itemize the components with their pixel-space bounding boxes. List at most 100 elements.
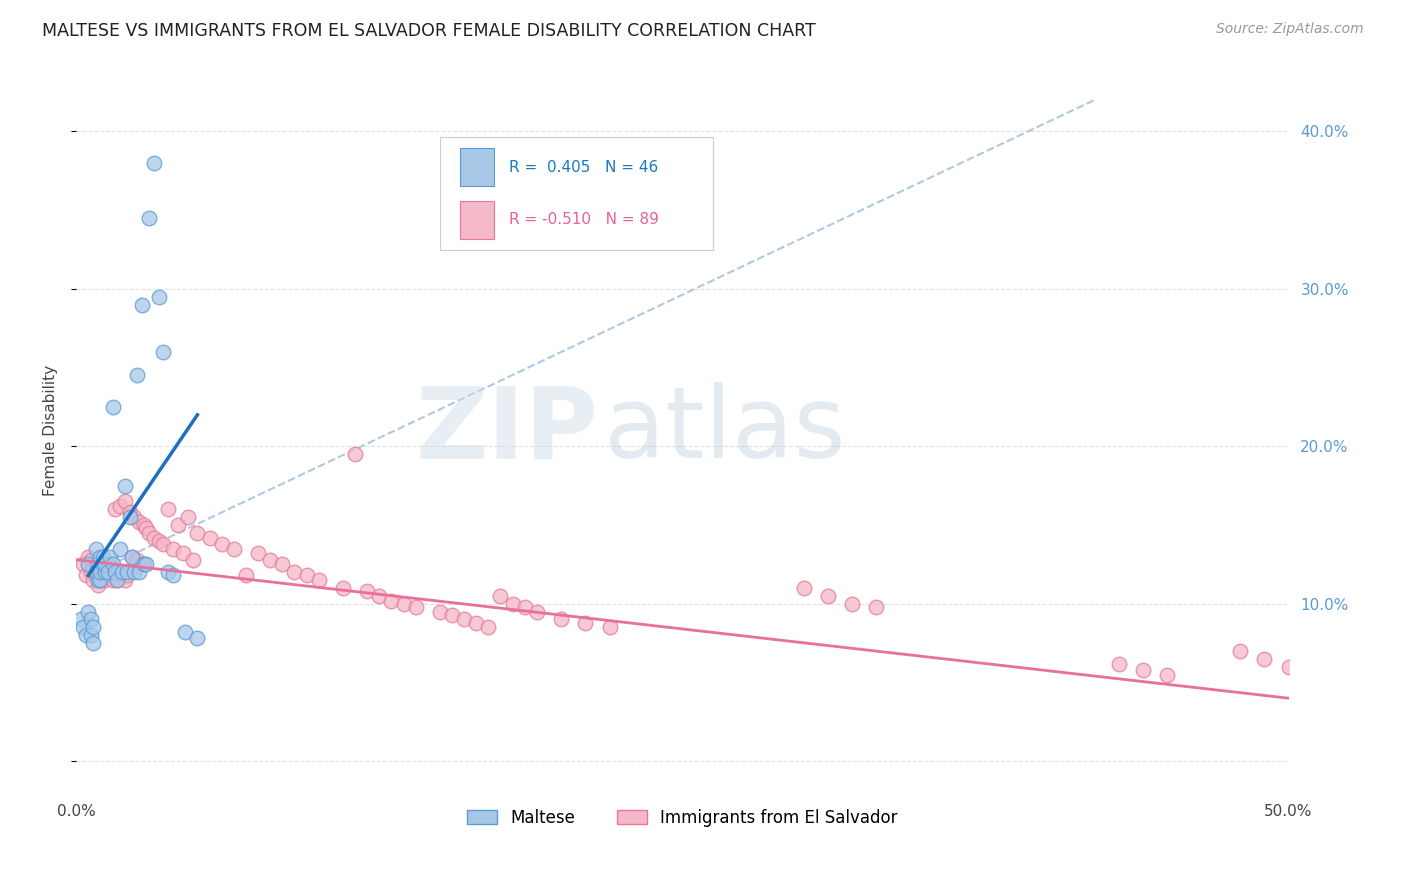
Point <box>181 552 204 566</box>
Point <box>865 599 887 614</box>
Point <box>157 566 180 580</box>
Point <box>247 546 270 560</box>
Point <box>72 558 94 572</box>
Point <box>131 298 153 312</box>
Point <box>108 568 131 582</box>
FancyBboxPatch shape <box>461 148 495 186</box>
Point <box>84 566 107 580</box>
Point <box>222 541 245 556</box>
Text: R = -0.510   N = 89: R = -0.510 N = 89 <box>509 212 659 227</box>
Point <box>405 599 427 614</box>
Point <box>295 568 318 582</box>
Point <box>128 566 150 580</box>
Point <box>97 566 120 580</box>
Point <box>1156 667 1178 681</box>
Point <box>152 344 174 359</box>
Point <box>465 615 488 630</box>
Point <box>75 568 97 582</box>
Point <box>271 558 294 572</box>
Point <box>332 581 354 595</box>
Point <box>89 573 111 587</box>
Point <box>87 578 110 592</box>
Point <box>80 552 103 566</box>
Point <box>793 581 815 595</box>
FancyBboxPatch shape <box>461 201 495 238</box>
Point <box>1277 659 1299 673</box>
Point <box>111 566 134 580</box>
Point <box>121 549 143 564</box>
Point <box>135 558 157 572</box>
Point <box>125 368 148 383</box>
Point <box>162 541 184 556</box>
Point <box>101 558 124 572</box>
Point <box>91 558 114 572</box>
Point <box>97 568 120 582</box>
Point <box>82 620 104 634</box>
Point <box>132 558 155 572</box>
Point <box>91 549 114 564</box>
Point <box>114 573 136 587</box>
Point <box>124 566 146 580</box>
Point <box>148 290 170 304</box>
Point <box>211 537 233 551</box>
Legend: Maltese, Immigrants from El Salvador: Maltese, Immigrants from El Salvador <box>458 800 905 835</box>
Point <box>172 546 194 560</box>
Point <box>75 628 97 642</box>
Point <box>89 549 111 564</box>
Text: Source: ZipAtlas.com: Source: ZipAtlas.com <box>1216 22 1364 37</box>
Point <box>111 566 134 580</box>
FancyBboxPatch shape <box>440 137 713 250</box>
Point <box>80 628 103 642</box>
Point <box>574 615 596 630</box>
Point <box>1229 644 1251 658</box>
Point <box>125 552 148 566</box>
Point <box>84 558 107 572</box>
Point <box>89 558 111 572</box>
Point <box>392 597 415 611</box>
Point <box>174 625 197 640</box>
Point <box>526 605 548 619</box>
Point <box>84 568 107 582</box>
Point <box>91 568 114 582</box>
Point <box>101 573 124 587</box>
Point <box>283 566 305 580</box>
Point <box>186 525 208 540</box>
Point <box>84 541 107 556</box>
Point <box>308 573 330 587</box>
Point <box>108 541 131 556</box>
Point <box>94 566 117 580</box>
Point <box>198 531 221 545</box>
Point <box>121 549 143 564</box>
Point <box>356 584 378 599</box>
Point <box>114 478 136 492</box>
Text: MALTESE VS IMMIGRANTS FROM EL SALVADOR FEMALE DISABILITY CORRELATION CHART: MALTESE VS IMMIGRANTS FROM EL SALVADOR F… <box>42 22 815 40</box>
Point <box>132 518 155 533</box>
Point <box>128 515 150 529</box>
Point <box>101 400 124 414</box>
Point <box>82 562 104 576</box>
Point <box>550 612 572 626</box>
Point <box>817 589 839 603</box>
Point <box>115 566 138 580</box>
Point <box>77 558 100 572</box>
Point <box>105 573 128 587</box>
Point <box>489 589 512 603</box>
Point <box>429 605 451 619</box>
Point <box>235 568 257 582</box>
Point <box>89 573 111 587</box>
Point <box>368 589 391 603</box>
Point <box>177 510 200 524</box>
Point <box>135 521 157 535</box>
Point <box>259 552 281 566</box>
Point <box>142 531 165 545</box>
Point <box>131 558 153 572</box>
Point <box>114 494 136 508</box>
Point <box>124 510 146 524</box>
Point <box>98 566 121 580</box>
Point <box>82 636 104 650</box>
Point <box>138 525 160 540</box>
Point <box>1108 657 1130 671</box>
Point <box>108 499 131 513</box>
Point <box>70 612 93 626</box>
Point <box>502 597 524 611</box>
